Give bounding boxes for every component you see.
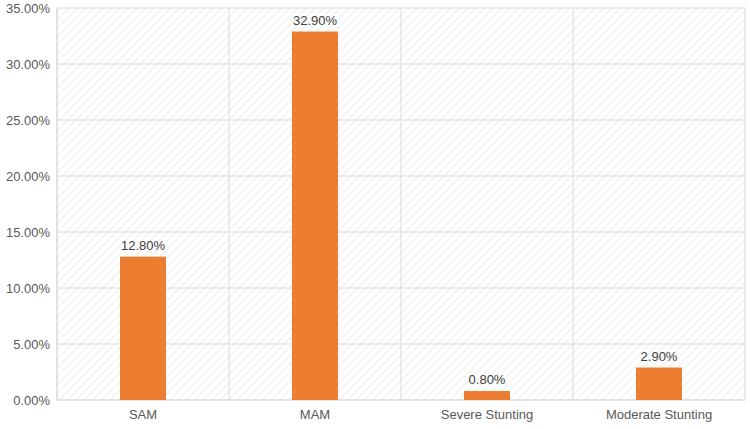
bar	[292, 32, 338, 400]
grid-line	[57, 176, 745, 177]
chart: 0.00% 5.00% 10.00% 15.00% 20.00% 25.00% 30.00%…	[0, 0, 750, 429]
grid-line	[57, 8, 745, 9]
y-tick-label: 15.00%	[6, 225, 51, 240]
bar	[120, 257, 166, 400]
x-tick-label: Severe Stunting	[441, 407, 534, 422]
y-axis-line	[57, 8, 58, 400]
data-label: 32.90%	[293, 13, 338, 28]
data-label: 0.80%	[469, 372, 506, 387]
x-tick-label: MAM	[300, 407, 330, 422]
y-tick-label: 25.00%	[6, 113, 51, 128]
y-tick-label: 30.00%	[6, 57, 51, 72]
grid-line	[57, 64, 745, 65]
category-separator	[57, 8, 58, 400]
category-separator	[229, 8, 230, 400]
plot-background	[57, 8, 745, 400]
category-separator	[573, 8, 574, 400]
y-tick-label: 5.00%	[13, 337, 50, 352]
grid-line	[57, 120, 745, 121]
y-tick-label: 10.00%	[6, 281, 51, 296]
bar	[636, 368, 682, 400]
x-tick-label: SAM	[129, 407, 157, 422]
data-label: 12.80%	[121, 238, 166, 253]
y-tick-label: 20.00%	[6, 169, 51, 184]
y-tick-label: 35.00%	[6, 1, 51, 16]
category-separator	[745, 8, 746, 400]
y-tick-label: 0.00%	[13, 393, 50, 408]
x-tick-label: Moderate Stunting	[606, 407, 712, 422]
grid-line	[57, 232, 745, 233]
category-separator	[401, 8, 402, 400]
data-label: 2.90%	[641, 349, 678, 364]
bar	[464, 391, 510, 400]
